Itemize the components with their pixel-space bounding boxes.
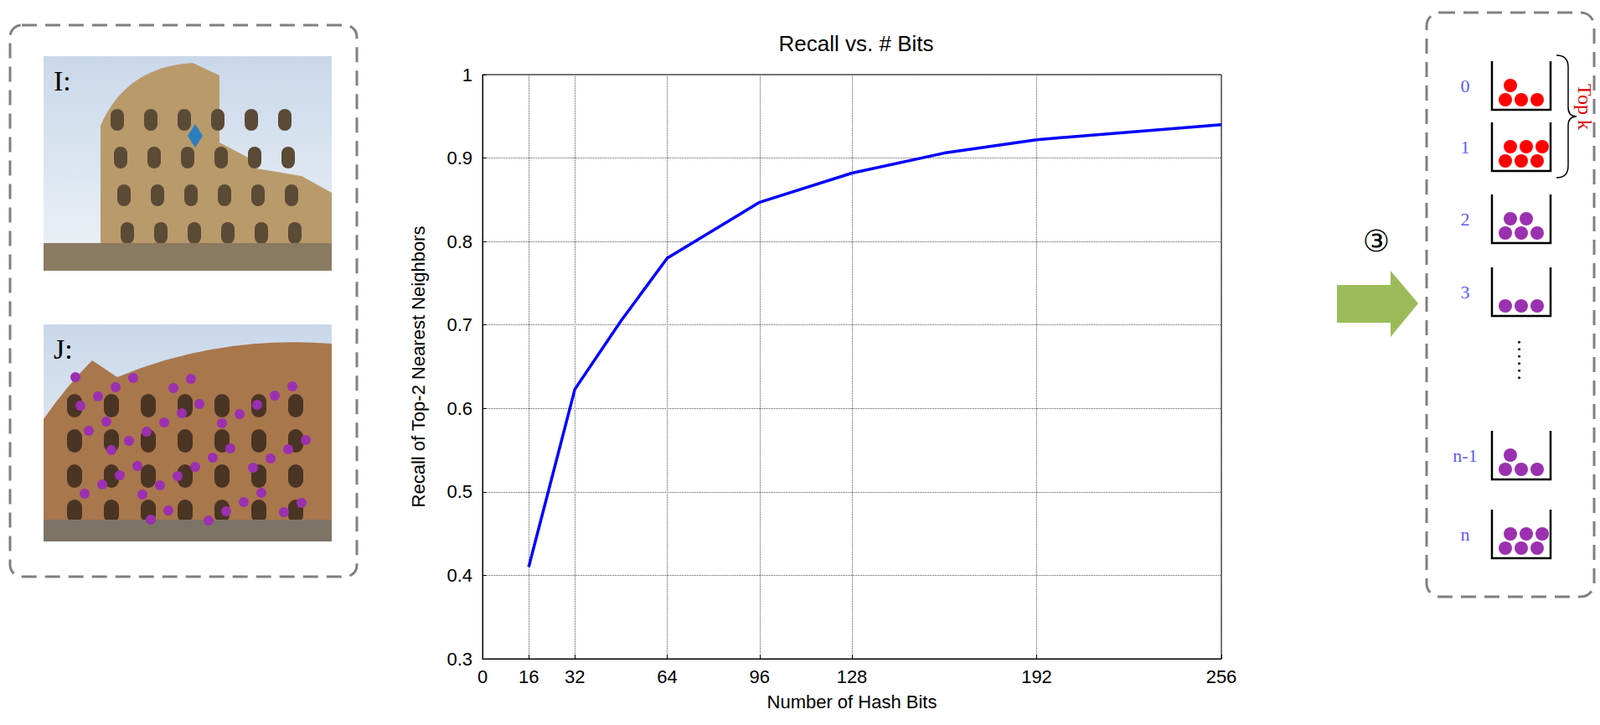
svg-text:0.7: 0.7 <box>446 314 473 336</box>
svg-text:0.6: 0.6 <box>446 397 473 419</box>
svg-text:......: ...... <box>1512 339 1538 382</box>
svg-text:96: 96 <box>749 665 770 687</box>
svg-text:③: ③ <box>1362 223 1390 259</box>
svg-text:3: 3 <box>1460 281 1471 303</box>
svg-text:Number of Hash Bits: Number of Hash Bits <box>767 691 938 713</box>
svg-text:256: 256 <box>1206 665 1238 687</box>
svg-text:0.8: 0.8 <box>446 231 473 253</box>
svg-text:0: 0 <box>1460 75 1471 97</box>
svg-text:32: 32 <box>564 665 585 687</box>
svg-text:1: 1 <box>462 64 473 86</box>
svg-text:I:: I: <box>53 65 72 97</box>
svg-text:0.3: 0.3 <box>446 648 473 670</box>
svg-text:0.9: 0.9 <box>446 147 473 169</box>
svg-text:0: 0 <box>477 665 488 687</box>
svg-text:0.4: 0.4 <box>446 564 473 586</box>
svg-text:Top k: Top k <box>1574 83 1596 130</box>
svg-text:n-1: n-1 <box>1452 444 1477 466</box>
svg-text:192: 192 <box>1021 665 1053 687</box>
svg-text:Recall of Top-2 Nearest Neighb: Recall of Top-2 Nearest Neighbors <box>407 226 429 508</box>
svg-text:128: 128 <box>836 665 868 687</box>
svg-text:n: n <box>1460 523 1471 545</box>
svg-text:0.5: 0.5 <box>446 480 473 502</box>
svg-text:2: 2 <box>1460 208 1471 230</box>
svg-text:64: 64 <box>656 665 677 687</box>
svg-text:Recall vs. # Bits: Recall vs. # Bits <box>779 30 935 57</box>
svg-text:16: 16 <box>518 665 539 687</box>
svg-text:J:: J: <box>53 333 73 365</box>
svg-text:1: 1 <box>1460 136 1471 158</box>
